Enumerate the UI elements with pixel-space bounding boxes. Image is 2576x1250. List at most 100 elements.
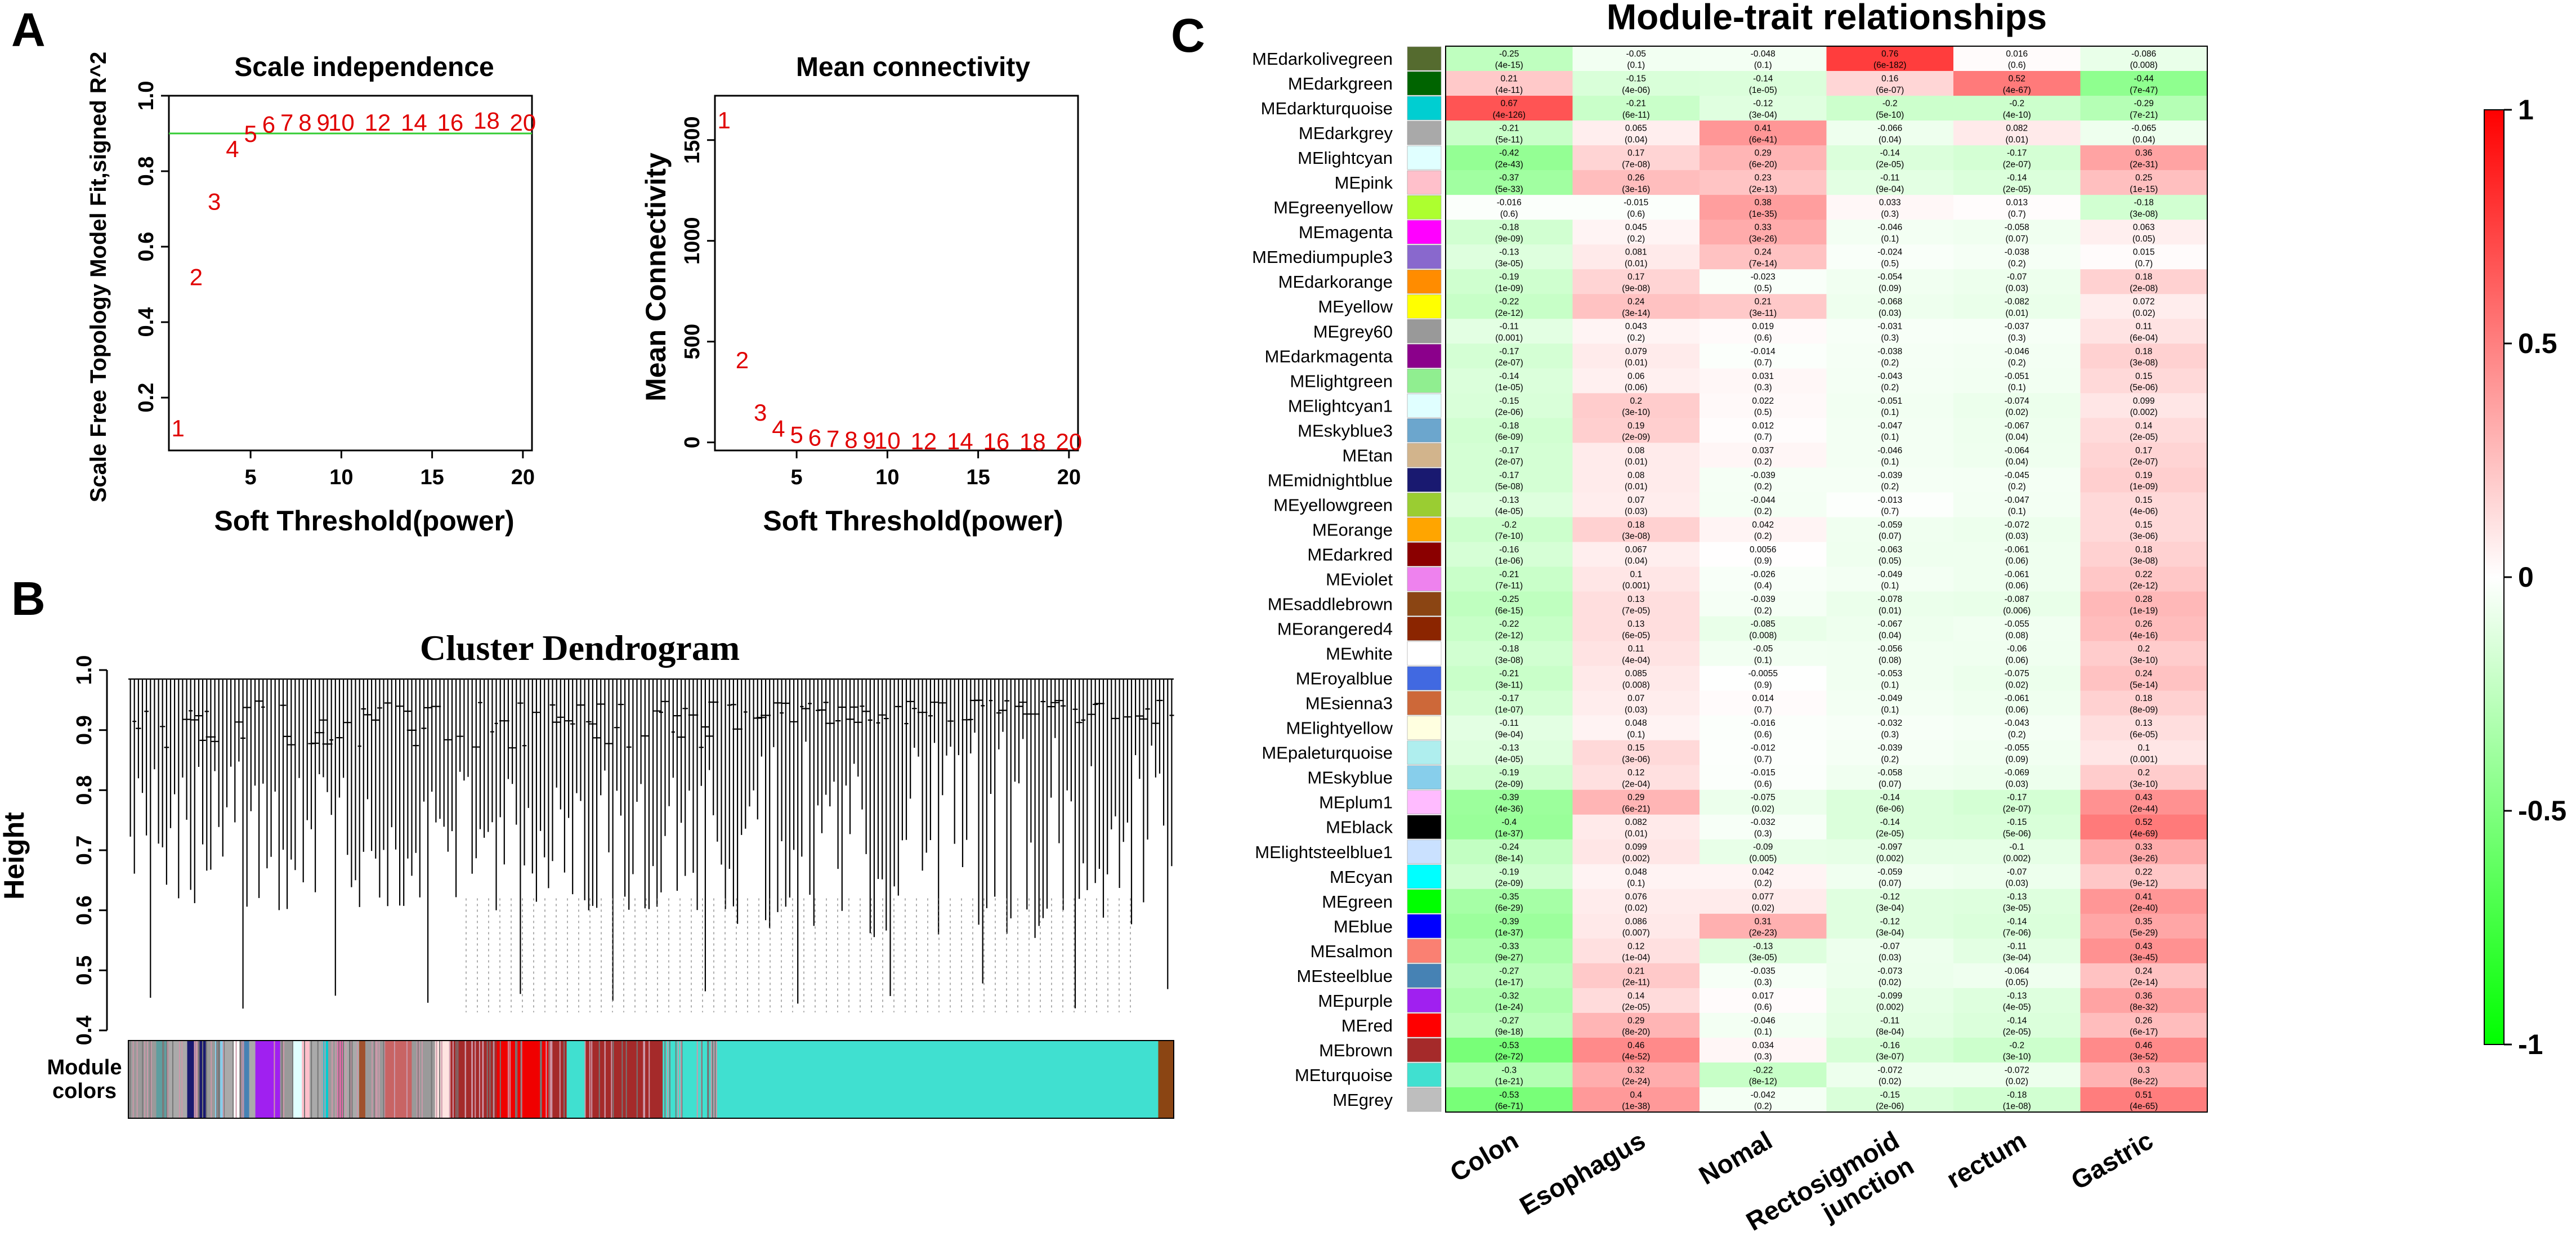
heatmap-cell (1826, 120, 1954, 146)
heatmap-cell-pvalue: (6e-07) (1876, 86, 1904, 95)
heatmap-cell-pvalue: (4e-16) (2130, 631, 2158, 640)
heatmap-cell-correlation: -0.15 (2007, 818, 2027, 827)
heatmap-cell-correlation: -0.2 (2009, 1041, 2024, 1050)
module-row-label: MEroyalblue (1296, 669, 1393, 689)
heatmap-cell-correlation: 0.29 (1627, 1016, 1644, 1025)
heatmap-cell-correlation: 0.3 (2137, 1065, 2150, 1075)
module-row-label: MEdarkorange (1278, 272, 1393, 292)
heatmap-cell-correlation: 0.14 (1627, 991, 1645, 1001)
module-color-stripe (303, 1041, 305, 1118)
heatmap-cell (1953, 145, 2081, 171)
heatmap-cell (1826, 244, 1954, 270)
heatmap-cell-pvalue: (0.6) (1627, 209, 1645, 219)
heatmap-cell (1572, 566, 1700, 592)
heatmap-cell-pvalue: (0.007) (1622, 928, 1650, 938)
heatmap-cell (1446, 715, 1573, 741)
heatmap-cell-pvalue: (1e-19) (2130, 606, 2158, 615)
heatmap-cell-pvalue: (2e-40) (2130, 904, 2158, 913)
heatmap-cell-pvalue: (0.04) (1879, 631, 1902, 640)
heatmap-cell-pvalue: (2e-09) (1495, 879, 1523, 889)
heatmap-cell-pvalue: (5e-33) (1495, 185, 1523, 194)
heatmap-cell (2080, 220, 2208, 245)
heatmap-cell-pvalue: (0.3) (2008, 333, 2026, 343)
heatmap-cell-pvalue: (0.04) (1879, 135, 1902, 145)
heatmap-cell-pvalue: (6e-21) (1622, 804, 1650, 814)
heatmap-cell-correlation: -0.24 (1499, 842, 1519, 852)
module-color-stripe (644, 1041, 646, 1118)
heatmap-cell (2080, 839, 2208, 865)
heatmap-cell (1953, 591, 2081, 617)
heatmap-cell (1826, 740, 1954, 766)
heatmap-cell-correlation: -0.09 (1753, 842, 1773, 852)
heatmap-cell-pvalue: (0.06) (2006, 581, 2029, 591)
heatmap-cell (1572, 517, 1700, 542)
heatmap-cell (2080, 864, 2208, 890)
heatmap-cell-correlation: 0.099 (2133, 396, 2155, 406)
heatmap-cell-pvalue: (2e-12) (2130, 581, 2158, 591)
heatmap-cell-correlation: 0.012 (1752, 421, 1774, 431)
heatmap-cell (1572, 1037, 1700, 1063)
module-color-stripe (136, 1041, 138, 1118)
heatmap-cell (2080, 542, 2208, 567)
module-row-label: MEdarkolivegreen (1252, 49, 1393, 69)
heatmap-cell (1572, 715, 1700, 741)
dendrogram-ylabel: Height (0, 812, 30, 900)
module-color-stripe (713, 1041, 715, 1118)
heatmap-cell-correlation: -0.13 (1499, 248, 1519, 257)
heatmap-cell (1446, 542, 1573, 567)
dendrogram-ytick-label: 0.7 (73, 836, 96, 865)
heatmap-cell-pvalue: (0.2) (2008, 730, 2026, 739)
module-color-stripe (376, 1041, 378, 1118)
heatmap-cell-pvalue: (0.07) (1879, 779, 1902, 789)
module-color-segment (309, 1041, 323, 1118)
scale-independence-ytick-label: 0.4 (135, 307, 158, 337)
heatmap-cell (2080, 443, 2208, 468)
heatmap-cell (1700, 542, 1827, 567)
heatmap-cell (1572, 963, 1700, 989)
heatmap-cell (1826, 1062, 1954, 1088)
heatmap-cell-correlation: 0.26 (2135, 1016, 2152, 1025)
heatmap-cell-correlation: -0.016 (1751, 718, 1776, 728)
heatmap-cell (1446, 1087, 1573, 1113)
module-color-swatch (1407, 96, 1442, 120)
heatmap-cell (1700, 641, 1827, 667)
heatmap-cell-pvalue: (2e-06) (1876, 1102, 1904, 1111)
heatmap-cell-pvalue: (0.6) (1754, 1003, 1772, 1012)
module-color-stripe (342, 1041, 344, 1118)
heatmap-cell-pvalue: (0.06) (2006, 705, 2029, 715)
heatmap-cell (1953, 269, 2081, 294)
heatmap-cell-pvalue: (0.3) (1754, 383, 1772, 392)
heatmap-cell-correlation: -0.045 (2005, 471, 2029, 480)
heatmap-cell-pvalue: (6e-20) (1749, 160, 1777, 169)
heatmap-cell (1953, 1087, 2081, 1113)
heatmap-cell-pvalue: (2e-05) (2003, 1028, 2031, 1037)
heatmap-cell (2080, 269, 2208, 294)
heatmap-cell-correlation: 0.072 (2133, 297, 2155, 307)
module-color-segment (435, 1041, 451, 1118)
module-color-stripe (378, 1041, 380, 1118)
heatmap-cell (1700, 368, 1827, 394)
heatmap-cell-correlation: 0.2 (2137, 768, 2150, 778)
scale-independence-ytick-label: 0.2 (135, 383, 158, 413)
column-header: Nomal (1694, 1126, 1777, 1190)
heatmap-cell (1700, 988, 1827, 1014)
heatmap-cell (1826, 343, 1954, 369)
module-color-stripe (202, 1041, 204, 1118)
column-header: Gastric (2066, 1126, 2158, 1195)
heatmap-cell (2080, 517, 2208, 542)
heatmap-cell-correlation: 0.1 (1630, 570, 1642, 579)
heatmap-cell-correlation: 0.042 (1752, 520, 1774, 530)
heatmap-cell-pvalue: (6e-29) (1495, 904, 1523, 913)
module-color-stripe (545, 1041, 547, 1118)
heatmap-cell (2080, 492, 2208, 517)
heatmap-cell-correlation: 0.1 (2137, 743, 2150, 753)
heatmap-cell (1446, 864, 1573, 890)
heatmap-cell (1700, 913, 1827, 939)
module-color-stripe (356, 1041, 358, 1118)
heatmap-cell-correlation: -0.031 (1877, 322, 1902, 332)
heatmap-cell-pvalue: (3e-11) (1749, 309, 1777, 318)
heatmap-cell-correlation: 0.36 (2135, 149, 2152, 158)
heatmap-cell-pvalue: (3e-14) (1622, 309, 1650, 318)
heatmap-cell-correlation: -0.15 (1499, 396, 1519, 406)
scale-independence-xtick-label: 20 (511, 466, 535, 489)
